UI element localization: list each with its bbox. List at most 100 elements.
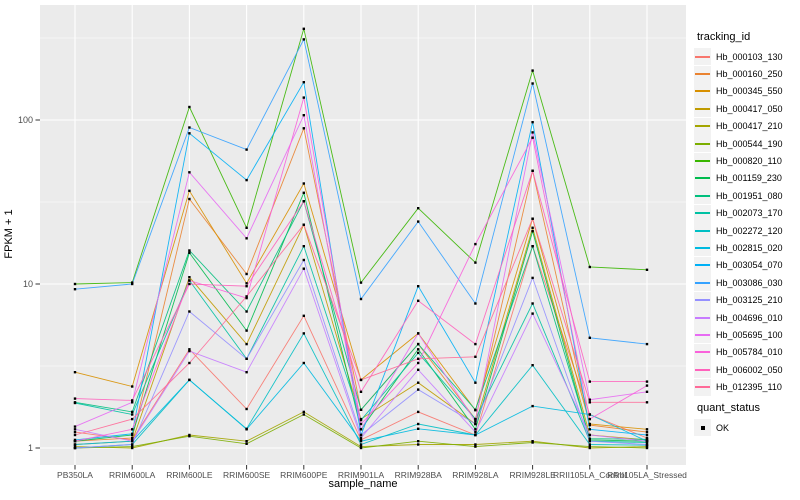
data-point-marker <box>245 295 248 298</box>
x-tick-label: RRIM928LA <box>452 470 499 480</box>
data-point-marker <box>73 445 77 448</box>
line-swatch-icon <box>695 333 710 336</box>
data-point-marker <box>188 378 191 382</box>
legend-key <box>694 256 711 274</box>
data-point-marker <box>588 265 591 269</box>
legend-item-label: Hb_003054_070 <box>716 260 783 271</box>
data-point-marker <box>131 401 134 404</box>
line-swatch-icon <box>695 55 710 58</box>
data-point-marker <box>302 314 305 317</box>
line-swatch-icon <box>695 90 710 93</box>
data-point-marker <box>531 302 534 305</box>
legend-item: Hb_004696_010 <box>694 309 783 327</box>
data-point-marker <box>302 191 305 194</box>
data-point-marker <box>588 446 591 450</box>
legend-key <box>694 65 711 83</box>
data-point-marker <box>73 282 77 286</box>
data-point-marker <box>417 443 420 446</box>
data-point-marker <box>188 276 191 279</box>
legend-item: Hb_002073_170 <box>694 204 783 222</box>
legend-item: Hb_005695_100 <box>694 326 783 344</box>
data-point-marker <box>417 440 420 443</box>
data-point-marker <box>245 282 248 285</box>
data-point-marker <box>588 398 591 401</box>
data-point-marker <box>188 132 191 135</box>
data-point-marker <box>245 296 248 300</box>
data-point-marker <box>359 443 363 446</box>
y-tick-label: 100 <box>18 115 33 125</box>
legend-title: tracking_id <box>697 31 751 43</box>
data-point-marker <box>245 329 248 332</box>
x-axis-title: sample_name <box>328 478 398 490</box>
data-point-marker <box>131 399 134 402</box>
data-point-marker <box>359 438 363 442</box>
square-marker-icon <box>700 425 705 430</box>
data-point-marker <box>302 332 305 335</box>
data-point-marker <box>474 342 477 346</box>
data-point-marker <box>245 357 248 360</box>
data-point-marker <box>188 279 191 282</box>
data-point-marker <box>188 435 191 438</box>
legend-item-label: Hb_012395_110 <box>716 382 782 393</box>
data-point-marker <box>302 410 305 414</box>
line-swatch-icon <box>695 160 710 163</box>
data-point-marker <box>645 342 649 346</box>
data-point-marker <box>73 446 77 450</box>
line-swatch-icon <box>695 299 710 302</box>
legend-item-label: Hb_002073_170 <box>716 208 783 219</box>
data-point-marker <box>417 368 420 371</box>
data-point-marker <box>73 428 77 431</box>
line-swatch-icon <box>695 281 710 284</box>
data-point-marker <box>245 237 248 240</box>
data-point-marker <box>645 436 649 440</box>
data-point-marker <box>588 445 591 448</box>
data-point-marker <box>245 428 248 431</box>
data-point-marker <box>188 348 191 351</box>
line-swatch-icon <box>695 107 710 110</box>
data-point-marker <box>588 417 591 421</box>
legend-key <box>694 326 711 344</box>
data-point-marker <box>588 440 591 443</box>
legend-item-label: Hb_000417_050 <box>716 103 783 114</box>
legend-key <box>694 135 711 153</box>
data-point-marker <box>474 242 477 246</box>
legend-item-label: Hb_003086_030 <box>716 277 783 288</box>
data-point-marker <box>131 428 134 431</box>
data-point-marker <box>531 276 534 280</box>
data-point-marker <box>474 408 477 411</box>
data-point-marker <box>73 443 77 446</box>
data-point-marker <box>131 281 134 284</box>
line-swatch-icon <box>695 351 710 354</box>
data-point-marker <box>474 428 477 431</box>
x-tick-label: RRIM600PE <box>280 470 328 480</box>
data-point-marker <box>474 430 477 434</box>
data-point-marker <box>73 433 77 437</box>
x-tick-label: RRIM928BA <box>395 470 443 480</box>
data-point-marker <box>588 428 591 431</box>
data-point-marker <box>188 361 191 365</box>
data-point-marker <box>474 445 477 448</box>
data-point-marker <box>245 226 248 229</box>
legend-item-label: Hb_002272_120 <box>716 225 783 236</box>
data-point-marker <box>245 407 248 411</box>
x-tick-label: RRIM600SE <box>223 470 271 480</box>
y-tick-label: 1 <box>28 443 33 453</box>
data-point-marker <box>531 245 534 248</box>
data-point-marker <box>188 197 191 201</box>
data-point-marker <box>588 413 591 416</box>
data-point-marker <box>474 422 477 426</box>
legend-item: Hb_002815_020 <box>694 239 783 257</box>
data-point-marker <box>588 443 591 446</box>
legend-item-label: Hb_000544_190 <box>716 138 783 149</box>
data-point-marker <box>302 96 305 99</box>
legend-key <box>694 222 711 240</box>
data-point-marker <box>359 408 363 411</box>
data-point-marker <box>73 430 77 434</box>
line-swatch-icon <box>695 229 710 232</box>
data-point-marker <box>417 381 420 384</box>
data-point-marker <box>531 217 534 220</box>
data-point-marker <box>245 442 248 445</box>
legend-key <box>694 152 711 170</box>
legend-item: Hb_002272_120 <box>694 222 783 240</box>
data-point-marker <box>645 446 649 450</box>
